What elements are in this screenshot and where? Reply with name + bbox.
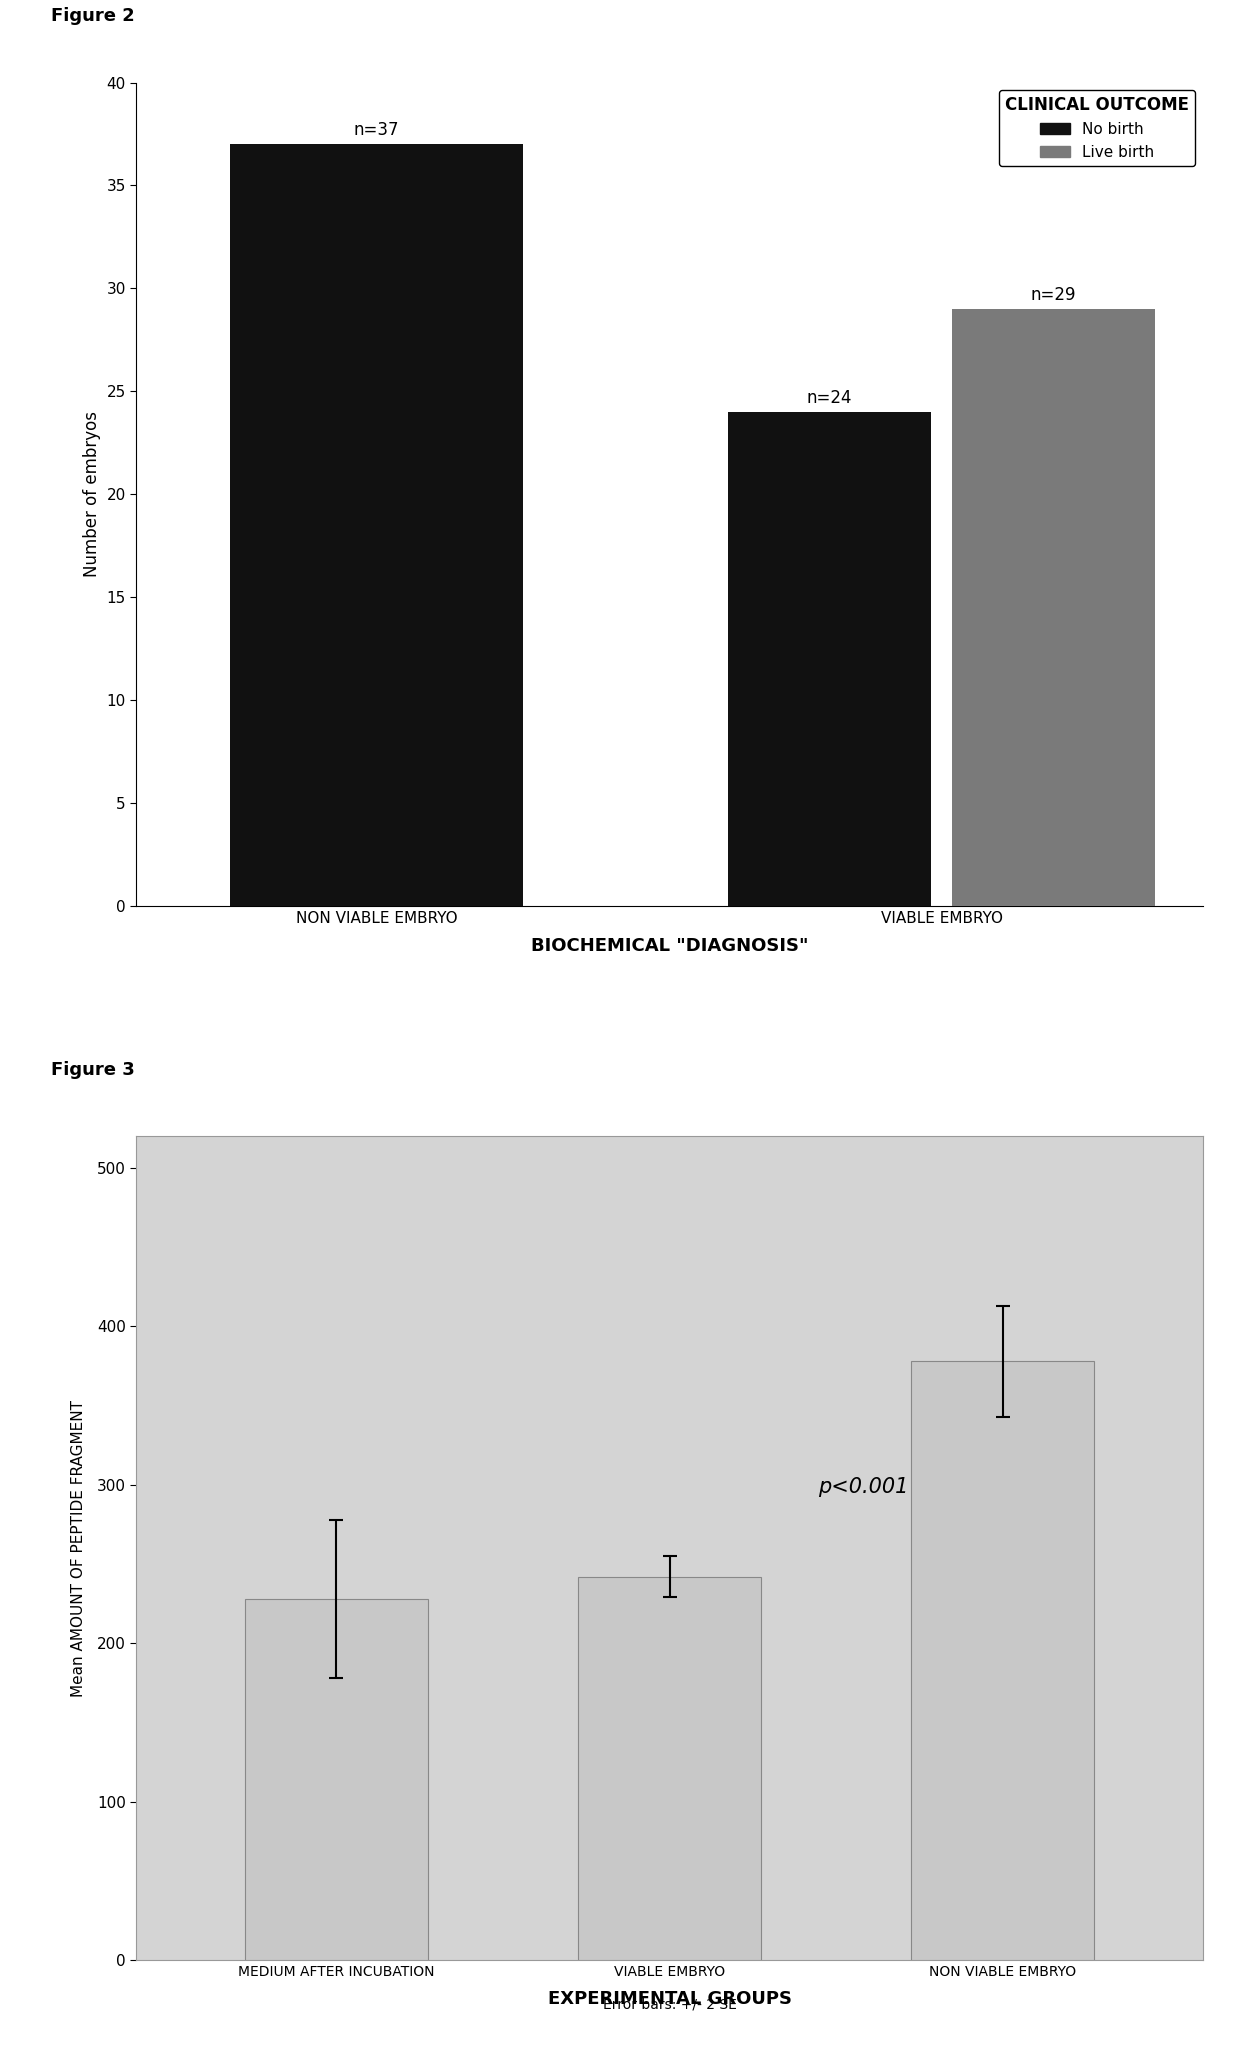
Legend: No birth, Live birth: No birth, Live birth <box>999 91 1195 165</box>
Text: n=37: n=37 <box>353 122 399 138</box>
Text: p<0.001: p<0.001 <box>817 1477 908 1498</box>
Bar <box>578 1576 761 1960</box>
Text: Figure 2: Figure 2 <box>51 6 135 25</box>
Text: n=24: n=24 <box>807 388 852 406</box>
Bar <box>952 309 1154 906</box>
Bar <box>728 413 931 906</box>
Y-axis label: Number of embryos: Number of embryos <box>83 411 100 578</box>
Text: Error bars: +/- 2 SE: Error bars: +/- 2 SE <box>603 1997 737 2011</box>
Text: Figure 3: Figure 3 <box>51 1060 135 1079</box>
Bar <box>229 144 523 906</box>
Bar <box>244 1599 428 1960</box>
X-axis label: BIOCHEMICAL "DIAGNOSIS": BIOCHEMICAL "DIAGNOSIS" <box>531 937 808 955</box>
Text: n=29: n=29 <box>1030 287 1076 303</box>
Bar <box>911 1362 1095 1960</box>
X-axis label: EXPERIMENTAL GROUPS: EXPERIMENTAL GROUPS <box>548 1991 791 2007</box>
Y-axis label: Mean AMOUNT OF PEPTIDE FRAGMENT: Mean AMOUNT OF PEPTIDE FRAGMENT <box>71 1399 86 1696</box>
